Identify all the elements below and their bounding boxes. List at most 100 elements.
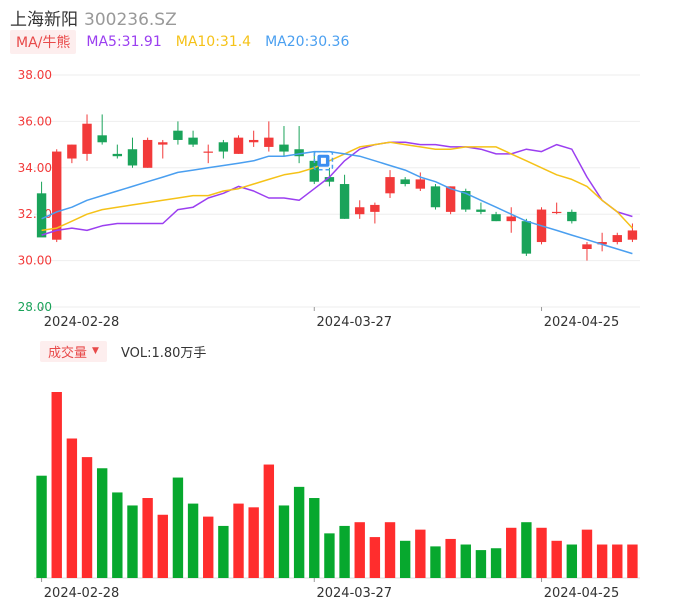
volume-bar [66,438,78,578]
volume-bar [339,525,350,578]
volume-bar [430,546,441,578]
x-tick-label: 2024-02-28 [44,315,120,330]
candle-body [233,137,244,154]
candle-body [36,193,47,238]
candle-body [521,221,532,254]
candle-body [491,214,501,222]
ma10-line [41,141,633,232]
volume-bar [112,492,123,578]
x-tick-label: 2024-02-28 [44,586,120,601]
candle-body [385,177,395,194]
candle-body [355,207,365,215]
candle-body [506,216,516,222]
candle-body [597,242,607,245]
volume-bar [203,516,214,578]
ma20-line [41,150,633,255]
candle-body [415,179,426,189]
volume-toggle-button[interactable]: 成交量 ▼ [40,340,107,362]
volume-bar [551,540,562,578]
volume-bar [233,503,244,578]
ma5-label: MA5:31.91 [86,34,162,50]
volume-bars [36,392,638,578]
candle-body [127,149,138,166]
volume-bar [263,464,275,578]
candle-body [279,144,289,152]
crosshair-marker[interactable] [313,151,334,171]
candle-body [82,123,92,154]
chevron-down-icon: ▼ [92,346,99,356]
volume-bar [96,468,108,578]
ma5-line [41,141,633,236]
y-tick-label: 38.00 [18,68,52,82]
candle-body [370,204,380,212]
y-tick-label: 34.00 [18,161,52,175]
ma-legend: MA/牛熊 MA5:31.91 MA10:31.4 MA20:30.36 [10,30,363,54]
volume-bar [596,544,608,578]
candle-body [324,177,335,182]
candle-body [112,153,123,157]
candle-body [248,139,259,143]
volume-bar [81,457,93,578]
volume-bar [127,505,138,578]
candle-body [445,186,456,212]
candle-body [203,151,213,153]
volume-bar [445,538,456,578]
candle-body [294,149,304,157]
volume-toggle-label: 成交量 [48,345,88,361]
candle-body [567,211,577,222]
price-axis-ticks: 38.00 36.00 34.00 32.00 30.00 28.00 [18,68,52,314]
volume-bar [142,498,153,578]
candle-body [97,135,107,143]
volume-bar [581,529,593,578]
volume-bar [51,392,62,578]
y-tick-label: 30.00 [18,254,52,268]
candle-body [627,230,638,240]
volume-bar [36,475,47,578]
candle-body [430,186,441,208]
candle-body [551,211,562,214]
x-tick-label: 2024-04-25 [544,586,620,601]
crosshair-frame [313,151,334,171]
crosshair-icon-glyph [320,157,326,164]
candle-body [218,142,229,152]
candle-body [264,137,274,147]
stock-name: 上海新阳 [10,10,78,30]
candle-body [158,142,168,145]
ma20-label: MA20:30.36 [265,34,350,50]
volume-bar [536,527,547,578]
volume-bar [324,533,335,578]
candle-body [309,160,319,182]
volume-bar [415,529,426,578]
volume-bar [172,477,184,578]
ma-toggle-button[interactable]: MA/牛熊 [10,30,77,54]
candle-body [52,151,62,240]
volume-bar [475,550,487,578]
date-axis-ticks: 2024-02-28 2024-02-28 2024-03-27 2024-03-27… [41,307,620,601]
candle-body [188,137,198,145]
volume-bar [157,514,168,578]
volume-bar [278,505,290,578]
volume-bar [369,537,381,578]
candle-body [582,244,592,249]
stock-code: 300236.SZ [84,10,177,30]
y-tick-label: 28.00 [18,300,52,314]
moving-average-lines [41,141,633,255]
volume-bar [612,544,623,578]
candle-body [612,235,622,243]
x-tick-label: 2024-03-27 [316,586,392,601]
volume-bar [566,544,578,578]
candles [36,114,638,261]
volume-bar [399,540,411,578]
volume-bar [309,498,320,578]
y-tick-label: 36.00 [18,114,52,128]
ma10-label: MA10:31.4 [175,34,252,50]
volume-bar [218,525,229,578]
volume-bar [293,486,305,578]
y-tick-label: 32.00 [18,207,52,221]
candle-body [476,209,486,212]
volume-bar [384,522,396,578]
volume-bar [460,544,471,578]
volume-legend: 成交量 ▼ VOL:1.80万手 [40,340,206,362]
volume-bar [187,503,199,578]
